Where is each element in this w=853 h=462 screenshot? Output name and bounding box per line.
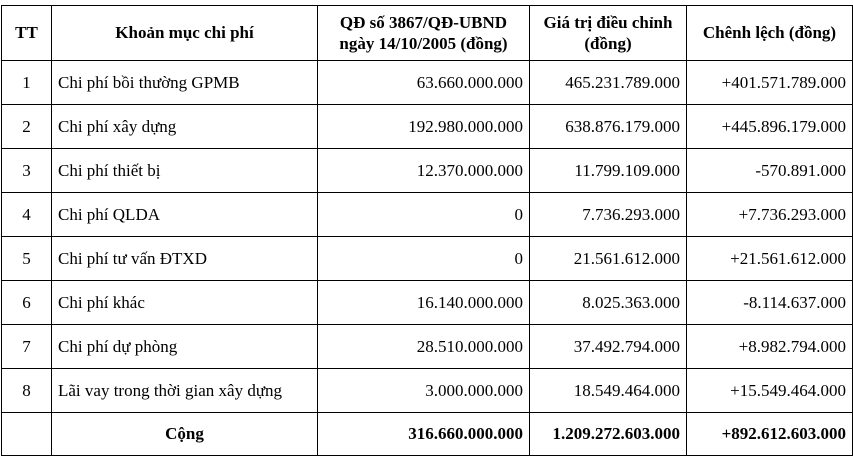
qd-value-cell: 192.980.000.000 [317, 104, 530, 149]
qd-value-cell: 16.140.000.000 [317, 280, 530, 325]
adjusted-value-cell: 7.736.293.000 [529, 192, 687, 237]
adjusted-value-cell: 37.492.794.000 [529, 324, 687, 369]
cost-item-cell: Chi phí bồi thường GPMB [51, 60, 318, 105]
table-row: 1 Chi phí bồi thường GPMB 63.660.000.000 46… [1, 60, 853, 105]
row-number-cell: 4 [1, 192, 52, 237]
table-row: 4 Chi phí QLDA 0 7.736.293.000 +7.736.293.00… [1, 192, 853, 237]
qd-value-cell: 28.510.000.000 [317, 324, 530, 369]
adjusted-value-cell: 11.799.109.000 [529, 148, 687, 193]
total-tt-cell [1, 412, 52, 456]
qd-value-cell: 0 [317, 192, 530, 237]
header-row: TT Khoản mục chi phí QĐ số 3867/QĐ-UBND … [1, 5, 853, 61]
diff-value-cell: +21.561.612.000 [686, 236, 853, 281]
cost-item-cell: Chi phí xây dựng [51, 104, 318, 149]
row-number-cell: 3 [1, 148, 52, 193]
cost-item-cell: Chi phí dự phòng [51, 324, 318, 369]
diff-value-cell: +445.896.179.000 [686, 104, 853, 149]
qd-value-cell: 3.000.000.000 [317, 368, 530, 413]
cost-adjustment-table: TT Khoản mục chi phí QĐ số 3867/QĐ-UBND … [1, 5, 853, 456]
diff-value-cell: +401.571.789.000 [686, 60, 853, 105]
cost-item-cell: Chi phí tư vấn ĐTXD [51, 236, 318, 281]
total-qd-value: 316.660.000.000 [317, 412, 530, 456]
adjusted-value-cell: 8.025.363.000 [529, 280, 687, 325]
table-footer: Cộng 316.660.000.000 1.209.272.603.000 +… [1, 412, 853, 456]
table-row: 8 Lãi vay trong thời gian xây dựng 3.000.0… [1, 368, 853, 413]
table-row: 2 Chi phí xây dựng 192.980.000.000 638.876.… [1, 104, 853, 149]
row-number-cell: 6 [1, 280, 52, 325]
table-row: 3 Chi phí thiết bị 12.370.000.000 11.799.10… [1, 148, 853, 193]
qd-value-cell: 63.660.000.000 [317, 60, 530, 105]
diff-value-cell: -8.114.637.000 [686, 280, 853, 325]
row-number-cell: 5 [1, 236, 52, 281]
total-row: Cộng 316.660.000.000 1.209.272.603.000 +… [1, 412, 853, 456]
qd-value-cell: 0 [317, 236, 530, 281]
diff-value-cell: +15.549.464.000 [686, 368, 853, 413]
table-row: 5 Chi phí tư vấn ĐTXD 0 21.561.612.000 +21.5… [1, 236, 853, 281]
col-header-item: Khoản mục chi phí [51, 5, 318, 61]
adjusted-value-cell: 18.549.464.000 [529, 368, 687, 413]
qd-value-cell: 12.370.000.000 [317, 148, 530, 193]
diff-value-cell: +7.736.293.000 [686, 192, 853, 237]
cost-item-cell: Lãi vay trong thời gian xây dựng [51, 368, 318, 413]
col-header-qd: QĐ số 3867/QĐ-UBND ngày 14/10/2005 (đồng… [317, 5, 530, 61]
total-diff-value: +892.612.603.000 [686, 412, 853, 456]
table-row: 7 Chi phí dự phòng 28.510.000.000 37.492.79… [1, 324, 853, 369]
cost-item-cell: Chi phí QLDA [51, 192, 318, 237]
diff-value-cell: +8.982.794.000 [686, 324, 853, 369]
diff-value-cell: -570.891.000 [686, 148, 853, 193]
col-header-diff: Chênh lệch (đồng) [686, 5, 853, 61]
col-header-tt: TT [1, 5, 52, 61]
row-number-cell: 8 [1, 368, 52, 413]
table-row: 6 Chi phí khác 16.140.000.000 8.025.363.000… [1, 280, 853, 325]
adjusted-value-cell: 465.231.789.000 [529, 60, 687, 105]
adjusted-value-cell: 638.876.179.000 [529, 104, 687, 149]
table-header: TT Khoản mục chi phí QĐ số 3867/QĐ-UBND … [1, 5, 853, 61]
cost-item-cell: Chi phí thiết bị [51, 148, 318, 193]
col-header-adjusted: Giá trị điều chỉnh (đồng) [529, 5, 687, 61]
cost-item-cell: Chi phí khác [51, 280, 318, 325]
row-number-cell: 1 [1, 60, 52, 105]
total-adjusted-value: 1.209.272.603.000 [529, 412, 687, 456]
total-label: Cộng [51, 412, 318, 456]
row-number-cell: 7 [1, 324, 52, 369]
row-number-cell: 2 [1, 104, 52, 149]
adjusted-value-cell: 21.561.612.000 [529, 236, 687, 281]
table-body: 1 Chi phí bồi thường GPMB 63.660.000.000 46… [1, 60, 853, 413]
